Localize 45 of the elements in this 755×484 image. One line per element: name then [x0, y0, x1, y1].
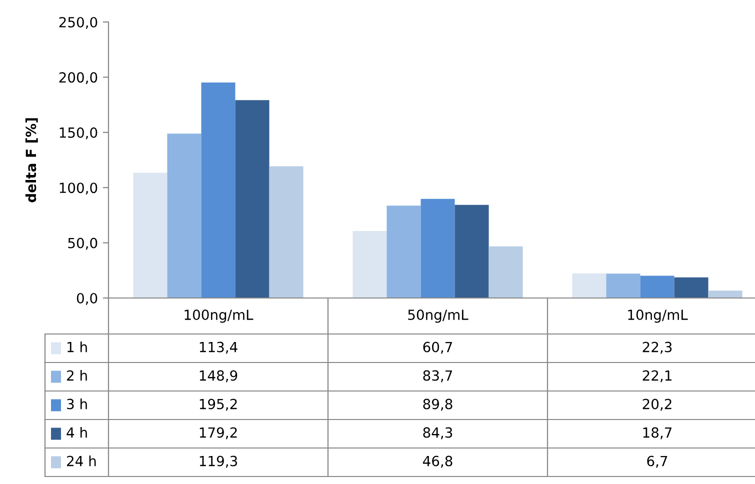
bar — [269, 166, 304, 298]
legend-label: 3 h — [67, 398, 87, 410]
y-axis-title: delta F [%] — [25, 118, 38, 202]
data-label: 22,3 — [642, 342, 672, 354]
legend-label: 1 h — [68, 342, 87, 352]
data-label: 148,9 — [200, 370, 238, 382]
y-tick-label: 100,0 — [60, 182, 98, 194]
data-label: 113,4 — [200, 342, 238, 354]
bar — [235, 100, 270, 298]
bar — [572, 273, 606, 298]
x-tick-label: 50ng/mL — [408, 310, 468, 323]
x-tick-label: 10ng/mL — [628, 310, 688, 323]
data-label: 20,2 — [642, 398, 672, 411]
y-tick-label: 0,0 — [76, 292, 98, 305]
data-label: 84,3 — [423, 427, 452, 440]
data-label: 60,7 — [423, 342, 452, 354]
bar — [201, 82, 236, 298]
bar — [352, 230, 387, 298]
bar — [167, 134, 202, 298]
data-label: 46,8 — [422, 456, 452, 468]
y-tick-label: 150,0 — [60, 127, 98, 140]
data-label: 18,7 — [643, 427, 672, 440]
data-label: 119,3 — [200, 456, 238, 468]
data-label: 83,7 — [423, 370, 452, 382]
bar — [420, 198, 455, 298]
bar — [674, 277, 708, 298]
bar — [640, 276, 674, 298]
data-label: 179,2 — [200, 427, 237, 440]
data-label: 22,1 — [642, 370, 672, 382]
bar — [488, 246, 523, 298]
x-tick-label: 100ng/mL — [184, 310, 254, 323]
legend-label: 2 h — [67, 370, 87, 381]
bar — [708, 290, 742, 298]
y-tick-label: 50,0 — [68, 238, 98, 250]
y-tick-label: 250,0 — [59, 16, 98, 29]
data-label: 6,7 — [647, 456, 668, 468]
data-label: 195,2 — [200, 398, 237, 411]
bar — [454, 204, 489, 298]
bar — [606, 274, 640, 298]
y-tick-label: 200,0 — [59, 72, 98, 84]
legend-label: 4 h — [66, 427, 87, 438]
bar — [133, 172, 168, 298]
bar — [386, 206, 421, 298]
data-label: 89,8 — [423, 398, 452, 411]
legend-label: 24 h — [67, 456, 96, 466]
